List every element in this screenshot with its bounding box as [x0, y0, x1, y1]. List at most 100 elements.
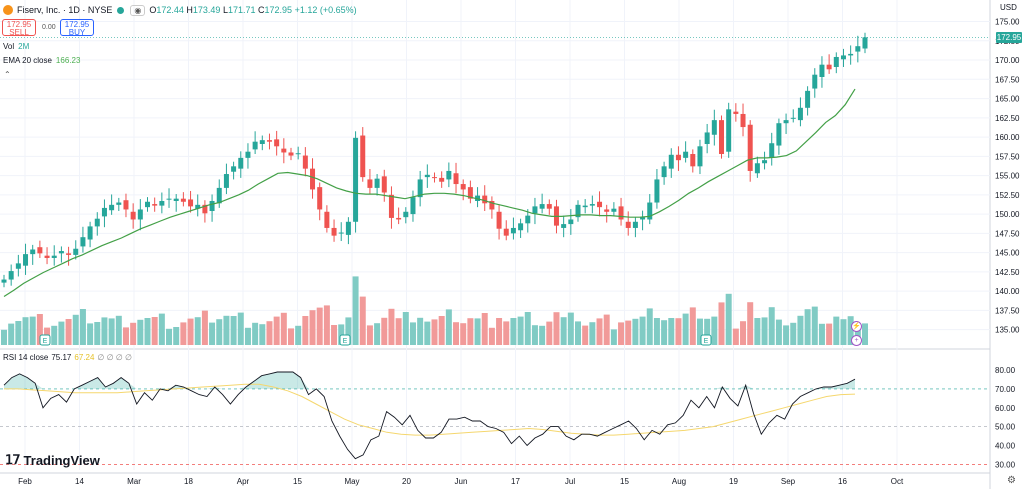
volume-bar: [223, 315, 230, 345]
volume-bar: [661, 320, 668, 345]
candle-body: [388, 194, 394, 218]
volume-bar: [280, 312, 287, 345]
candle-body: [790, 117, 796, 119]
volume-bar: [137, 319, 144, 345]
ema-legend[interactable]: EMA 20 close 166.23: [3, 56, 81, 65]
candle-body: [238, 157, 244, 169]
candle-body: [625, 221, 631, 228]
volume-bar: [130, 322, 137, 345]
dividend-event-icon[interactable]: ⚡: [851, 321, 862, 332]
eye-icon[interactable]: ◉: [130, 4, 146, 16]
volume-bar: [244, 327, 251, 345]
candle-body: [683, 151, 689, 158]
volume-bar: [144, 318, 151, 345]
candle-body: [783, 120, 789, 124]
time-tick-label: Jul: [565, 477, 575, 486]
volume-bar: [539, 325, 546, 345]
volume-bar: [639, 316, 646, 345]
candle-body: [374, 178, 380, 188]
candle-body: [209, 200, 215, 211]
volume-bar: [323, 305, 330, 345]
volume-bar: [36, 314, 43, 345]
candle-body: [109, 204, 115, 211]
earnings-marker-label: E: [343, 338, 348, 345]
volume-bar: [1, 329, 7, 345]
price-tick-label: 162.50: [995, 114, 1020, 123]
price-tick-label: 165.00: [995, 95, 1020, 104]
sell-button[interactable]: 172.95 SELL: [2, 19, 36, 37]
candle-body: [8, 271, 14, 280]
rsi-legend[interactable]: RSI 14 close 75.17 67.24 ∅ ∅ ∅ ∅: [3, 353, 132, 362]
volume-bar: [689, 307, 696, 345]
candle-body: [116, 202, 122, 205]
candle-body: [381, 176, 387, 193]
candle-body: [525, 215, 531, 224]
candle-body: [719, 120, 724, 155]
time-tick-label: Apr: [237, 477, 250, 486]
volume-bar: [187, 318, 194, 345]
volume-bar: [94, 322, 101, 345]
rsi-overbought-fill: [4, 372, 855, 389]
rsi-tick-label: 40.00: [995, 441, 1016, 450]
candle-body: [331, 227, 337, 236]
volume-bar: [252, 322, 259, 345]
candle-body: [575, 204, 581, 218]
price-tick-label: 140.00: [995, 287, 1020, 296]
candle-body: [159, 200, 165, 206]
collapse-legend-icon[interactable]: ⌃: [4, 70, 11, 79]
add-event-icon[interactable]: +: [851, 335, 862, 346]
candle-body: [618, 206, 624, 220]
price-tick-label: 155.00: [995, 172, 1020, 181]
price-tick-label: 150.00: [995, 210, 1020, 219]
volume-bar: [445, 309, 452, 345]
volume-bar: [826, 323, 833, 345]
volume-bar: [460, 323, 467, 345]
buy-button[interactable]: 172.95 BUY: [60, 19, 94, 37]
currency-label[interactable]: USD: [1000, 3, 1017, 12]
volume-bar: [596, 318, 603, 345]
volume-bar: [575, 321, 581, 345]
volume-legend[interactable]: Vol 2M: [3, 42, 30, 51]
candle-body: [137, 209, 143, 220]
time-tick-label: 17: [511, 477, 520, 486]
volume-bar: [417, 317, 424, 345]
candle-body: [223, 174, 229, 188]
volume-bar: [8, 323, 15, 345]
rsi-line: [3, 371, 856, 460]
settings-gear-icon[interactable]: ⚙: [1007, 475, 1016, 486]
candle-body: [467, 187, 473, 199]
candle-body: [295, 153, 301, 155]
volume-bar: [668, 318, 675, 345]
candle-body: [697, 146, 703, 167]
candle-body: [733, 111, 739, 114]
volume-bar: [388, 308, 395, 345]
candle-body: [195, 204, 201, 209]
price-tick-label: 157.50: [995, 152, 1020, 161]
volume-bar: [696, 318, 703, 345]
candle-body: [812, 74, 818, 89]
candle-body: [496, 211, 502, 229]
price-tick-label: 152.50: [995, 191, 1020, 200]
time-tick-label: Oct: [891, 477, 904, 486]
volume-bar: [704, 318, 711, 345]
volume-bar: [675, 318, 682, 345]
price-tick-label: 142.50: [995, 268, 1020, 277]
volume-bar: [653, 318, 660, 345]
volume-bar: [216, 319, 223, 345]
candle-body: [259, 140, 265, 144]
volume-bar: [474, 318, 481, 345]
volume-bar: [259, 324, 266, 345]
volume-bar: [862, 323, 868, 345]
volume-bar: [72, 314, 79, 345]
price-tick-label: 145.00: [995, 249, 1020, 258]
volume-bar: [345, 317, 352, 345]
time-tick-label: 20: [402, 477, 411, 486]
candle-body: [797, 107, 803, 121]
volume-bar: [22, 317, 29, 345]
candle-body: [432, 177, 437, 179]
symbol-title[interactable]: Fiserv, Inc. · 1D · NYSE: [17, 5, 113, 15]
chart-header: Fiserv, Inc. · 1D · NYSE ◉ O172.44 H173.…: [0, 0, 960, 20]
volume-bar: [309, 310, 316, 345]
